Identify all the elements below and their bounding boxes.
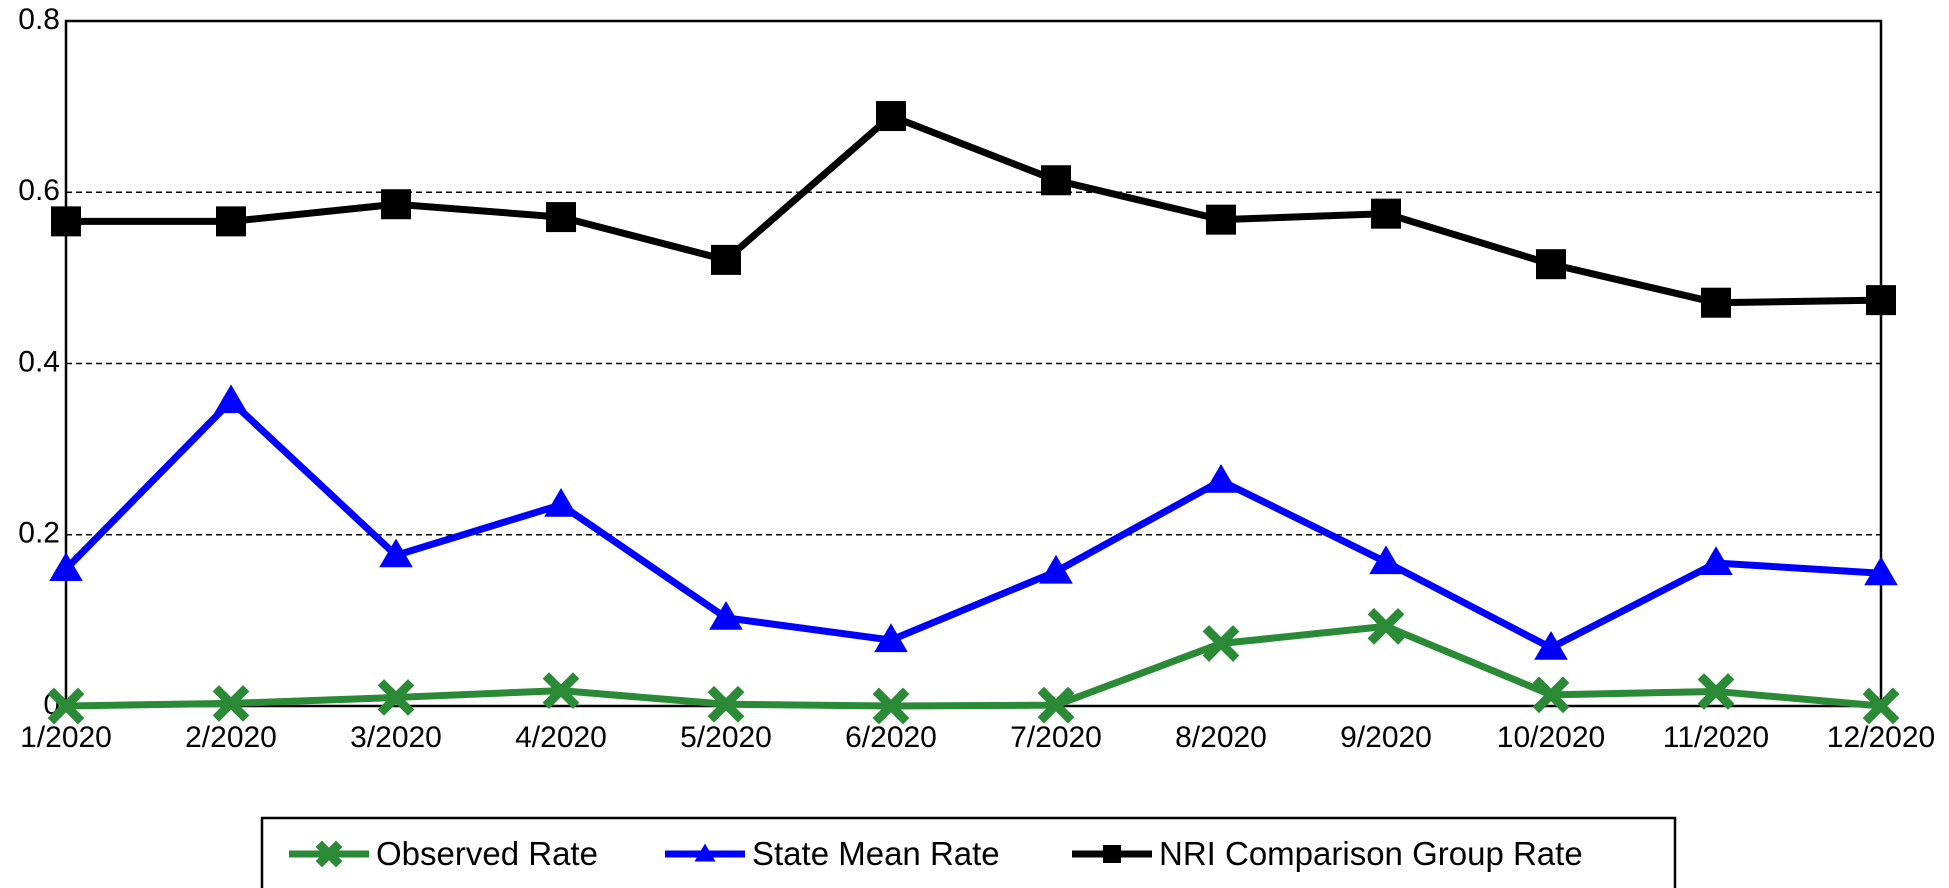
data-point <box>51 206 81 237</box>
data-point <box>1103 845 1121 863</box>
x-tick-label: 7/2020 <box>1010 721 1102 754</box>
data-point <box>1037 686 1075 724</box>
data-point <box>544 487 578 517</box>
legend-label: Observed Rate <box>376 835 598 872</box>
data-point <box>1534 630 1568 660</box>
data-point <box>542 672 580 709</box>
y-tick-label: 0.8 <box>18 3 60 36</box>
legend-label: State Mean Rate <box>752 835 1000 872</box>
data-point <box>49 552 83 581</box>
data-point <box>212 685 250 722</box>
series-square <box>51 101 1896 318</box>
x-tick-label: 11/2020 <box>1663 721 1769 754</box>
x-tick-label: 4/2020 <box>515 721 607 754</box>
data-point <box>1041 165 1071 196</box>
data-point <box>47 687 85 725</box>
x-tick-label: 8/2020 <box>1175 721 1267 754</box>
data-point <box>876 101 906 132</box>
x-tick-label: 12/2020 <box>1827 721 1935 754</box>
y-tick-label: 0.4 <box>18 345 60 378</box>
data-point <box>874 623 908 653</box>
data-point <box>1206 204 1236 235</box>
data-point <box>694 843 716 862</box>
legend: Observed Rate State Mean Rate NRI Comparis… <box>260 816 1677 888</box>
data-point <box>381 189 411 220</box>
legend-label: NRI Comparison Group Rate <box>1159 835 1583 872</box>
data-point <box>707 685 745 723</box>
data-point <box>1864 556 1898 586</box>
series-line <box>63 396 1882 652</box>
series-layer <box>47 101 1900 725</box>
gridlines <box>66 191 1881 536</box>
data-point <box>1371 198 1401 229</box>
data-point <box>1367 608 1405 645</box>
data-point <box>1369 545 1403 575</box>
x-tick-label: 3/2020 <box>350 721 442 754</box>
data-point <box>711 244 741 275</box>
x-tick-label: 5/2020 <box>680 721 772 754</box>
data-point <box>216 206 246 237</box>
data-point <box>1202 625 1240 662</box>
x-tick-label: 9/2020 <box>1340 721 1432 754</box>
series-line <box>65 622 1882 710</box>
y-tick-label: 0.6 <box>18 174 60 207</box>
data-point <box>1699 546 1733 576</box>
x-tick-label: 6/2020 <box>845 721 937 754</box>
data-point <box>1536 249 1566 280</box>
data-point <box>377 679 415 716</box>
y-axis: 00.20.40.60.8 <box>18 3 60 721</box>
data-point <box>1862 687 1900 725</box>
data-point <box>872 687 910 725</box>
data-point <box>546 202 576 233</box>
data-point <box>1866 285 1896 316</box>
data-point <box>1697 673 1735 710</box>
series-x <box>47 608 1900 725</box>
data-point <box>1532 676 1570 714</box>
x-tick-label: 1/2020 <box>20 721 112 754</box>
data-point <box>214 384 248 414</box>
data-point <box>315 840 343 868</box>
x-tick-label: 10/2020 <box>1497 721 1605 754</box>
y-tick-label: 0.2 <box>18 517 60 550</box>
legend-box <box>260 816 1677 888</box>
data-point <box>1039 554 1073 584</box>
data-point <box>379 538 413 568</box>
x-axis: 1/2020 2/2020 3/2020 4/2020 5/2020 6/2020 7/20… <box>20 721 1935 754</box>
data-point <box>1204 464 1238 493</box>
data-point <box>1701 287 1731 318</box>
data-point <box>709 601 743 630</box>
x-tick-label: 2/2020 <box>185 721 277 754</box>
series-line <box>66 112 1882 307</box>
series-triangle <box>49 384 1898 660</box>
